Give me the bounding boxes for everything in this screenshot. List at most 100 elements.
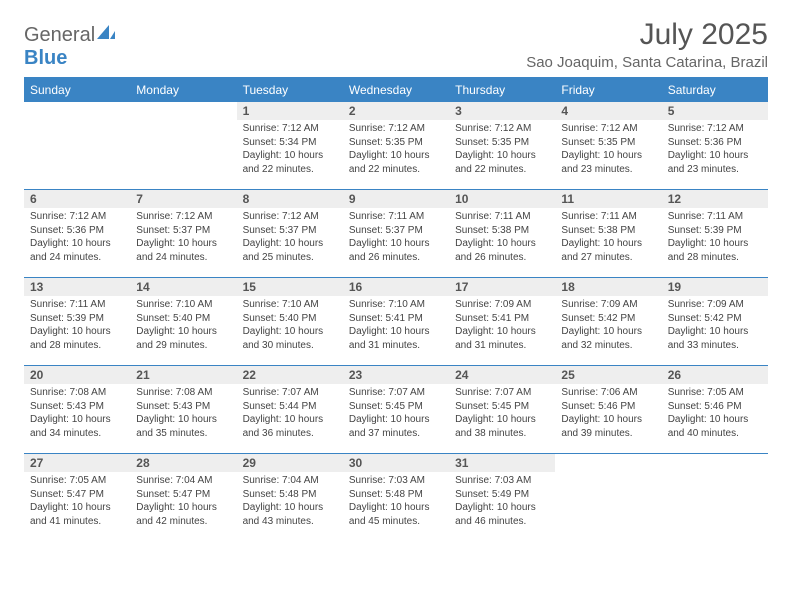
daylight-value: 10 hours and 22 minutes. [349,150,430,175]
weekday-header-row: SundayMondayTuesdayWednesdayThursdayFrid… [24,78,768,102]
calendar-cell: 2Sunrise: 7:12 AMSunset: 5:35 PMDaylight… [343,102,449,190]
sunrise-value: 7:07 AM [282,387,319,398]
sunrise-value: 7:08 AM [69,387,106,398]
day-number: 28 [130,454,236,472]
daylight-value: 10 hours and 28 minutes. [668,238,749,263]
calendar-cell: 25Sunrise: 7:06 AMSunset: 5:46 PMDayligh… [555,366,661,454]
sunset-value: 5:43 PM [173,401,210,412]
sunset-value: 5:37 PM [279,225,316,236]
calendar-cell: 6Sunrise: 7:12 AMSunset: 5:36 PMDaylight… [24,190,130,278]
calendar-cell: 19Sunrise: 7:09 AMSunset: 5:42 PMDayligh… [662,278,768,366]
sunset-value: 5:42 PM [598,313,635,324]
day-number: 9 [343,190,449,208]
calendar-row: 27Sunrise: 7:05 AMSunset: 5:47 PMDayligh… [24,454,768,542]
day-details: Sunrise: 7:11 AMSunset: 5:38 PMDaylight:… [555,208,661,268]
day-details: Sunrise: 7:12 AMSunset: 5:35 PMDaylight:… [449,120,555,180]
sunrise-value: 7:10 AM [176,299,213,310]
location-subtitle: Sao Joaquim, Santa Catarina, Brazil [526,54,768,71]
day-number: 29 [237,454,343,472]
calendar-cell [555,454,661,542]
sunset-value: 5:48 PM [386,489,423,500]
daylight-value: 10 hours and 29 minutes. [136,326,217,351]
sail-icon [97,24,115,46]
sunset-value: 5:36 PM [67,225,104,236]
sunrise-value: 7:07 AM [495,387,532,398]
brand-logo: General Blue [24,18,115,70]
day-number: 4 [555,102,661,120]
sunrise-value: 7:12 AM [282,123,319,134]
sunrise-value: 7:12 AM [601,123,638,134]
sunrise-value: 7:10 AM [388,299,425,310]
sunset-value: 5:46 PM [704,401,741,412]
day-number: 6 [24,190,130,208]
weekday-header: Wednesday [343,78,449,102]
day-details: Sunrise: 7:12 AMSunset: 5:37 PMDaylight:… [130,208,236,268]
daylight-value: 10 hours and 31 minutes. [455,326,536,351]
day-number: 5 [662,102,768,120]
day-number: 27 [24,454,130,472]
day-details: Sunrise: 7:08 AMSunset: 5:43 PMDaylight:… [24,384,130,444]
sunrise-value: 7:12 AM [495,123,532,134]
daylight-value: 10 hours and 37 minutes. [349,414,430,439]
calendar-cell: 4Sunrise: 7:12 AMSunset: 5:35 PMDaylight… [555,102,661,190]
calendar-cell: 26Sunrise: 7:05 AMSunset: 5:46 PMDayligh… [662,366,768,454]
sunset-value: 5:48 PM [279,489,316,500]
sunrise-value: 7:11 AM [707,211,743,222]
calendar-cell: 30Sunrise: 7:03 AMSunset: 5:48 PMDayligh… [343,454,449,542]
calendar-cell: 24Sunrise: 7:07 AMSunset: 5:45 PMDayligh… [449,366,555,454]
calendar-cell: 31Sunrise: 7:03 AMSunset: 5:49 PMDayligh… [449,454,555,542]
sunset-value: 5:46 PM [598,401,635,412]
day-details: Sunrise: 7:08 AMSunset: 5:43 PMDaylight:… [130,384,236,444]
day-details: Sunrise: 7:10 AMSunset: 5:40 PMDaylight:… [237,296,343,356]
daylight-value: 10 hours and 39 minutes. [561,414,642,439]
day-number: 1 [237,102,343,120]
day-details: Sunrise: 7:09 AMSunset: 5:42 PMDaylight:… [662,296,768,356]
calendar-body: 1Sunrise: 7:12 AMSunset: 5:34 PMDaylight… [24,102,768,542]
day-details: Sunrise: 7:11 AMSunset: 5:37 PMDaylight:… [343,208,449,268]
daylight-value: 10 hours and 42 minutes. [136,502,217,527]
sunset-value: 5:39 PM [67,313,104,324]
weekday-header: Friday [555,78,661,102]
day-details: Sunrise: 7:03 AMSunset: 5:49 PMDaylight:… [449,472,555,532]
daylight-value: 10 hours and 43 minutes. [243,502,324,527]
day-number: 20 [24,366,130,384]
calendar-cell: 7Sunrise: 7:12 AMSunset: 5:37 PMDaylight… [130,190,236,278]
day-number: 11 [555,190,661,208]
day-number: 7 [130,190,236,208]
sunset-value: 5:47 PM [173,489,210,500]
calendar-cell [24,102,130,190]
sunset-value: 5:35 PM [386,137,423,148]
sunrise-value: 7:09 AM [495,299,532,310]
weekday-header: Monday [130,78,236,102]
day-details: Sunrise: 7:03 AMSunset: 5:48 PMDaylight:… [343,472,449,532]
calendar-row: 6Sunrise: 7:12 AMSunset: 5:36 PMDaylight… [24,190,768,278]
sunrise-value: 7:10 AM [282,299,319,310]
sunset-value: 5:34 PM [279,137,316,148]
day-number: 13 [24,278,130,296]
day-details: Sunrise: 7:11 AMSunset: 5:39 PMDaylight:… [662,208,768,268]
sunrise-value: 7:04 AM [282,475,319,486]
sunset-value: 5:39 PM [704,225,741,236]
sunrise-value: 7:12 AM [282,211,319,222]
day-number: 17 [449,278,555,296]
sunset-value: 5:40 PM [173,313,210,324]
daylight-value: 10 hours and 22 minutes. [243,150,324,175]
sunrise-value: 7:03 AM [495,475,532,486]
day-details: Sunrise: 7:12 AMSunset: 5:36 PMDaylight:… [24,208,130,268]
sunset-value: 5:41 PM [386,313,423,324]
sunset-value: 5:40 PM [279,313,316,324]
calendar-cell [662,454,768,542]
day-number: 26 [662,366,768,384]
sunset-value: 5:38 PM [492,225,529,236]
day-number: 23 [343,366,449,384]
day-details: Sunrise: 7:05 AMSunset: 5:46 PMDaylight:… [662,384,768,444]
calendar-cell: 23Sunrise: 7:07 AMSunset: 5:45 PMDayligh… [343,366,449,454]
sunrise-value: 7:09 AM [601,299,638,310]
sunset-value: 5:35 PM [598,137,635,148]
sunrise-value: 7:11 AM [69,299,105,310]
calendar-cell: 5Sunrise: 7:12 AMSunset: 5:36 PMDaylight… [662,102,768,190]
daylight-value: 10 hours and 36 minutes. [243,414,324,439]
calendar-cell: 17Sunrise: 7:09 AMSunset: 5:41 PMDayligh… [449,278,555,366]
sunrise-value: 7:12 AM [388,123,425,134]
daylight-value: 10 hours and 40 minutes. [668,414,749,439]
